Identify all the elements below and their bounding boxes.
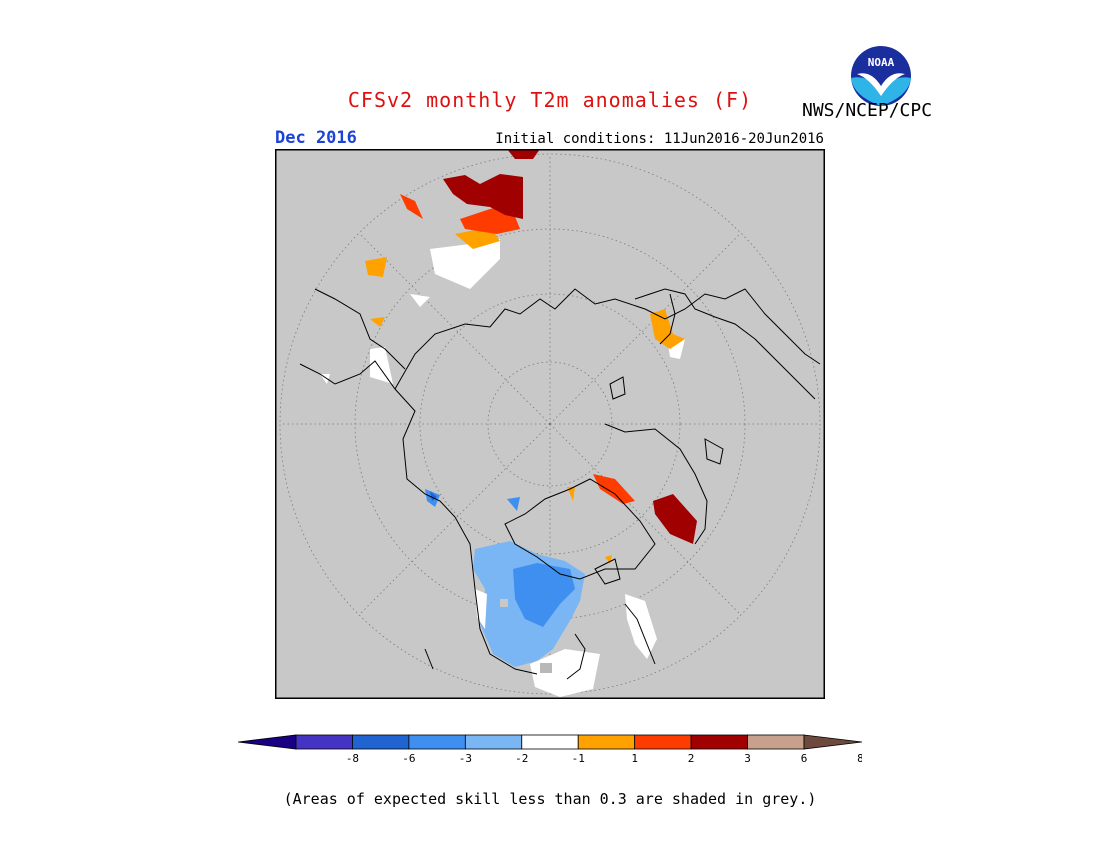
color-bar-bin-6 xyxy=(577,734,636,750)
color-bar-tick-label: -6 xyxy=(402,752,415,765)
coastlines xyxy=(299,288,821,680)
color-bar-tick-label: -1 xyxy=(572,752,585,765)
color-bar-tick-label: 8 xyxy=(857,752,862,765)
color-bar-tick-label: -3 xyxy=(459,752,472,765)
color-bar-bin-2 xyxy=(352,734,410,750)
map-title: CFSv2 monthly T2m anomalies (F) xyxy=(347,88,753,112)
valid-month: Dec 2016 xyxy=(275,128,357,148)
color-bar-bins xyxy=(238,734,862,750)
color-bar: -8 -6 -3 -2 -1 1 2 3 6 8 xyxy=(238,734,862,765)
color-bar-bin-1 xyxy=(295,734,353,750)
initial-conditions: Initial conditions: 11Jun2016-20Jun2016 xyxy=(495,131,824,147)
color-bar-ticks: -8 -6 -3 -2 -1 1 2 3 6 8 xyxy=(346,752,862,765)
color-bar-tick-label: 1 xyxy=(631,752,638,765)
color-bar-bin-8 xyxy=(690,734,748,750)
color-bar-bin-7 xyxy=(634,734,692,750)
skill-footnote: (Areas of expected skill less than 0.3 a… xyxy=(283,790,817,808)
color-bar-tick-label: -8 xyxy=(346,752,359,765)
map-frame xyxy=(275,149,825,699)
longitude-grid xyxy=(280,154,820,694)
color-bar-tick-label: 6 xyxy=(801,752,808,765)
noaa-logo-text: NOAA xyxy=(868,56,895,69)
color-bar-bin-10 xyxy=(803,734,862,750)
color-bar-bin-4 xyxy=(464,734,523,750)
agency-label: NWS/NCEP/CPC xyxy=(802,100,933,121)
color-bar-bin-9 xyxy=(747,734,805,750)
color-bar-tick-label: 3 xyxy=(744,752,751,765)
color-bar-tick-label: 2 xyxy=(688,752,695,765)
color-bar-bin-3 xyxy=(408,734,466,750)
noaa-logo: NOAA xyxy=(850,45,912,107)
polar-map xyxy=(275,149,825,699)
color-bar-bin-5 xyxy=(521,734,579,750)
color-bar-bin-0 xyxy=(238,734,297,750)
color-bar-tick-label: -2 xyxy=(515,752,528,765)
